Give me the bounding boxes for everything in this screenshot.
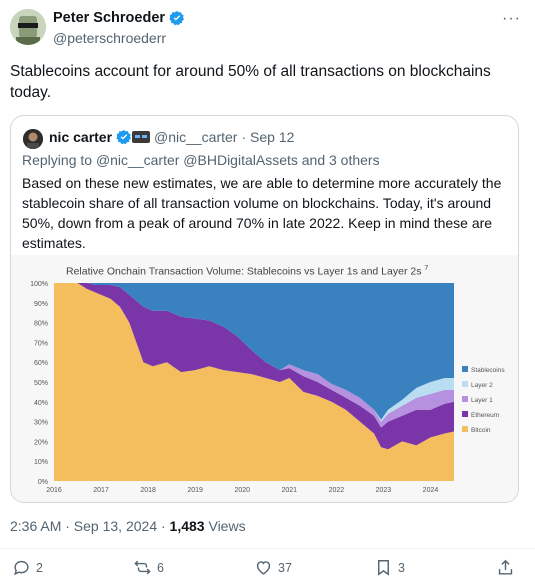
area-ethereum [54, 283, 454, 450]
quote-author-name[interactable]: nic carter [49, 129, 132, 145]
reply-button[interactable]: 2 [12, 558, 43, 577]
repost-button[interactable]: 6 [133, 558, 164, 577]
y-tick-label: 70% [34, 340, 48, 347]
like-button[interactable]: 37 [254, 558, 292, 577]
legend-swatch [462, 426, 468, 432]
author-avatar[interactable] [10, 9, 46, 45]
area-stablecoins [54, 283, 454, 420]
legend-label: Layer 1 [471, 397, 493, 404]
x-tick-label: 2019 [187, 487, 203, 494]
bookmark-button[interactable]: 3 [374, 558, 405, 577]
legend-label: Stablecoins [471, 367, 505, 374]
legend-swatch [462, 396, 468, 402]
quote-author-avatar[interactable] [23, 129, 43, 149]
x-tick-label: 2016 [46, 487, 62, 494]
verified-badge-icon [116, 130, 132, 145]
repost-icon [134, 560, 151, 575]
chart-image[interactable]: Relative Onchain Transaction Volume: Sta… [11, 255, 518, 502]
quote-author-handle[interactable]: @nic__carter [154, 129, 238, 145]
x-tick-label: 2023 [376, 487, 392, 494]
author-handle[interactable]: @peterschroederr [53, 30, 167, 46]
chart-title: Relative Onchain Transaction Volume: Sta… [66, 265, 429, 278]
legend-swatch [462, 366, 468, 372]
stacked-area-chart: 0% 10% 20% 30% 40% 50% 60% 70% 80% 90% 100% 2016 201… [30, 281, 505, 494]
quote-meta: @nic__carter · Sep 12 [132, 129, 294, 145]
verified-badge-icon [169, 11, 185, 26]
action-bar: 2 6 37 3 [0, 558, 535, 584]
y-tick-label: 0% [38, 479, 48, 486]
quote-date[interactable]: · Sep 12 [241, 129, 295, 145]
y-tick-label: 100% [30, 281, 48, 288]
legend-swatch [462, 411, 468, 417]
x-tick-label: 2017 [93, 487, 109, 494]
quoted-tweet-card[interactable]: nic carter @nic__carter · Sep 12 Replyin… [10, 115, 519, 503]
bookmark-icon [378, 560, 389, 576]
legend-swatch [462, 381, 468, 387]
bookmark-count: 3 [398, 560, 405, 575]
quote-author-name-text[interactable]: nic carter [49, 129, 113, 145]
legend-label: Bitcoin [471, 427, 491, 434]
y-tick-label: 80% [34, 321, 48, 328]
author-name[interactable]: Peter Schroeder [53, 10, 185, 26]
replying-to: Replying to @nic__carter @BHDigitalAsset… [22, 152, 380, 168]
x-tick-label: 2022 [329, 487, 345, 494]
sunglasses-emoji-icon [132, 131, 150, 143]
author-name-text[interactable]: Peter Schroeder [53, 10, 166, 26]
legend-label: Layer 2 [471, 382, 493, 389]
timestamp-text[interactable]: 2:36 AM · Sep 13, 2024 · [10, 518, 170, 534]
y-tick-label: 30% [34, 420, 48, 427]
y-tick-label: 40% [34, 400, 48, 407]
y-tick-label: 60% [34, 360, 48, 367]
share-icon [498, 559, 513, 575]
legend-label: Ethereum [471, 412, 499, 419]
area-bitcoin [54, 283, 454, 481]
views-label: Views [204, 518, 246, 534]
x-tick-label: 2020 [234, 487, 250, 494]
like-icon [256, 561, 271, 575]
reply-count: 2 [36, 560, 43, 575]
y-tick-label: 20% [34, 439, 48, 446]
chart-title-superscript: 7 [424, 265, 429, 272]
quote-text: Based on these new estimates, we are abl… [22, 175, 502, 251]
like-count: 37 [278, 560, 292, 575]
replying-to-prefix: Replying to [22, 152, 96, 168]
divider [0, 548, 535, 549]
x-tick-label: 2018 [140, 487, 156, 494]
repost-count: 6 [157, 560, 164, 575]
tweet-timestamp[interactable]: 2:36 AM · Sep 13, 2024 · 1,483 Views [10, 518, 246, 534]
reply-icon [14, 560, 29, 576]
tweet-text: Stablecoins account for around 50% of al… [10, 63, 491, 101]
y-tick-label: 10% [34, 459, 48, 466]
replying-to-targets[interactable]: @nic__carter @BHDigitalAssets and 3 othe… [95, 152, 380, 168]
y-tick-label: 90% [34, 301, 48, 308]
share-button[interactable] [496, 558, 515, 577]
y-tick-label: 50% [34, 380, 48, 387]
x-tick-label: 2021 [282, 487, 298, 494]
more-icon[interactable]: ··· [502, 10, 521, 27]
x-tick-label: 2024 [423, 487, 439, 494]
views-count: 1,483 [169, 518, 205, 534]
